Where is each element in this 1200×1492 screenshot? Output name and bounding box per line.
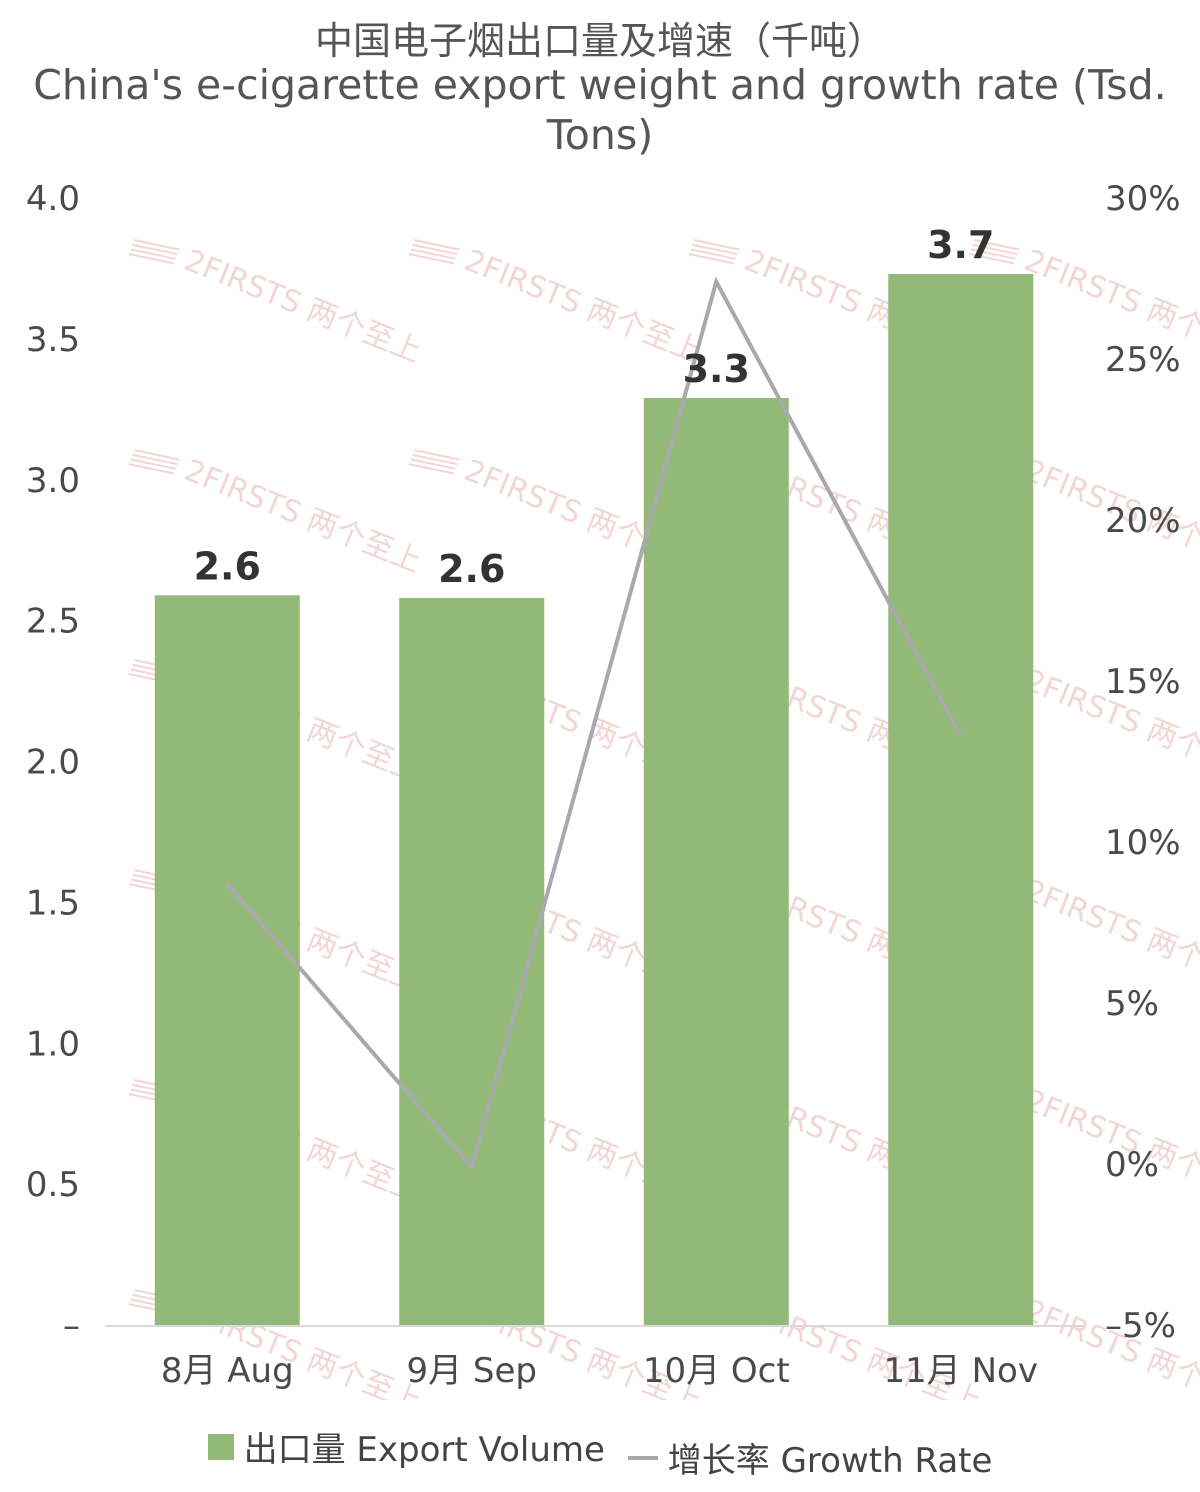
chart-subtitle: China's e-cigarette export weight and gr… [33, 61, 1167, 159]
x-tick-label: 9月 Sep [406, 1351, 537, 1391]
y-left-tick-label: 1.5 [26, 883, 80, 923]
bar-2 [643, 398, 789, 1326]
y-left-tick-label: 2.0 [26, 743, 80, 783]
axes: – 0.5 1.0 1.5 2.0 2.5 3.0 3.5 4.0 –5% 0% 5% 10% 15% 20… [26, 179, 1181, 1391]
watermark-stroke [414, 449, 460, 461]
watermark-stroke [692, 243, 738, 256]
watermark-stroke [972, 243, 1018, 256]
watermark-text: 2FIRSTS 两个至上 [459, 243, 706, 370]
x-tick-label: 10月 Oct [643, 1351, 790, 1391]
legend-bar-label: 出口量 Export Volume [243, 1430, 605, 1470]
watermark: 2FIRSTS 两个至上 [128, 449, 426, 580]
watermark-stroke [410, 248, 456, 260]
watermark-stroke [132, 453, 178, 466]
x-tick-label: 8月 Aug [161, 1351, 294, 1391]
watermark-text: 2FIRSTS 两个至上 [1019, 873, 1200, 1000]
watermark-stroke [134, 239, 180, 251]
y-left-tick-label: 1.0 [26, 1024, 80, 1064]
x-tick-label: 11月 Nov [884, 1351, 1038, 1391]
legend-line-label: 增长率 Growth Rate [667, 1441, 993, 1481]
watermark: 2FIRSTS 两个至上 [408, 239, 706, 370]
legend: 出口量 Export Volume 增长率 Growth Rate [0, 1422, 1200, 1482]
line-series [225, 276, 963, 1172]
legend-item-line: 增长率 Growth Rate [627, 1433, 993, 1482]
bar-label-1: 2.6 [438, 547, 505, 591]
y-left-tick-label: 3.0 [26, 461, 80, 501]
watermark-stroke [690, 248, 736, 260]
bar-3 [888, 274, 1034, 1325]
legend-item-bar: 出口量 Export Volume [207, 1422, 605, 1471]
watermark-stroke [410, 458, 456, 470]
data-labels: 2.6 2.6 3.3 3.7 [194, 223, 995, 591]
y-right-tick-label: 5% [1105, 984, 1159, 1024]
watermark-stroke [128, 463, 174, 475]
y-left-tick-label: – [63, 1306, 80, 1346]
watermark-stroke [974, 239, 1020, 251]
watermark-stroke [414, 239, 460, 251]
y-right-tick-label: 25% [1105, 340, 1181, 380]
watermark-stroke [688, 253, 734, 265]
y-left-tick-label: 2.5 [26, 602, 80, 642]
watermark-stroke [408, 253, 454, 265]
y-left-tick-label: 3.5 [26, 320, 80, 360]
watermark-stroke [130, 248, 176, 260]
bar-label-3: 3.7 [927, 223, 994, 267]
chart-area: 2FIRSTS 两个至上 2FIRSTS 两个至上 2FIRSTS 两个至上 2FIR… [26, 179, 1200, 1400]
watermark-stroke [694, 239, 740, 251]
watermark-stroke [128, 253, 174, 265]
y-right-tick-label: 15% [1105, 662, 1181, 702]
watermark-stroke [130, 458, 176, 470]
y-left-tick-label: 0.5 [26, 1165, 80, 1205]
y-right-tick-label: 0% [1105, 1145, 1159, 1185]
watermark: 2FIRSTS 两个至上 [128, 239, 426, 370]
bar-1 [399, 598, 545, 1325]
y-right-tick-label: 30% [1105, 179, 1181, 219]
y-right-tick-label: –5% [1105, 1306, 1176, 1346]
legend-line-swatch [627, 1455, 658, 1460]
watermark-stroke [412, 243, 458, 256]
y-left-tick-label: 4.0 [26, 179, 80, 219]
watermark-stroke [408, 463, 454, 475]
watermark-stroke [968, 253, 1014, 265]
y-right-tick-label: 20% [1105, 501, 1181, 541]
bar-label-2: 3.3 [683, 347, 750, 391]
watermark-text: 2FIRSTS 两个至上 [179, 243, 426, 370]
growth-line [225, 276, 963, 1172]
watermark-stroke [134, 449, 180, 461]
y-right-tick-label: 10% [1105, 823, 1181, 863]
bar-series [154, 274, 1034, 1326]
legend-bar-swatch [207, 1433, 234, 1460]
watermark-stroke [132, 243, 178, 256]
chart-title: 中国电子烟出口量及增速（千吨） [314, 19, 885, 63]
bar-0 [154, 595, 300, 1325]
watermark-stroke [412, 453, 458, 466]
bar-label-0: 2.6 [194, 544, 261, 588]
watermark-stroke [970, 248, 1016, 260]
